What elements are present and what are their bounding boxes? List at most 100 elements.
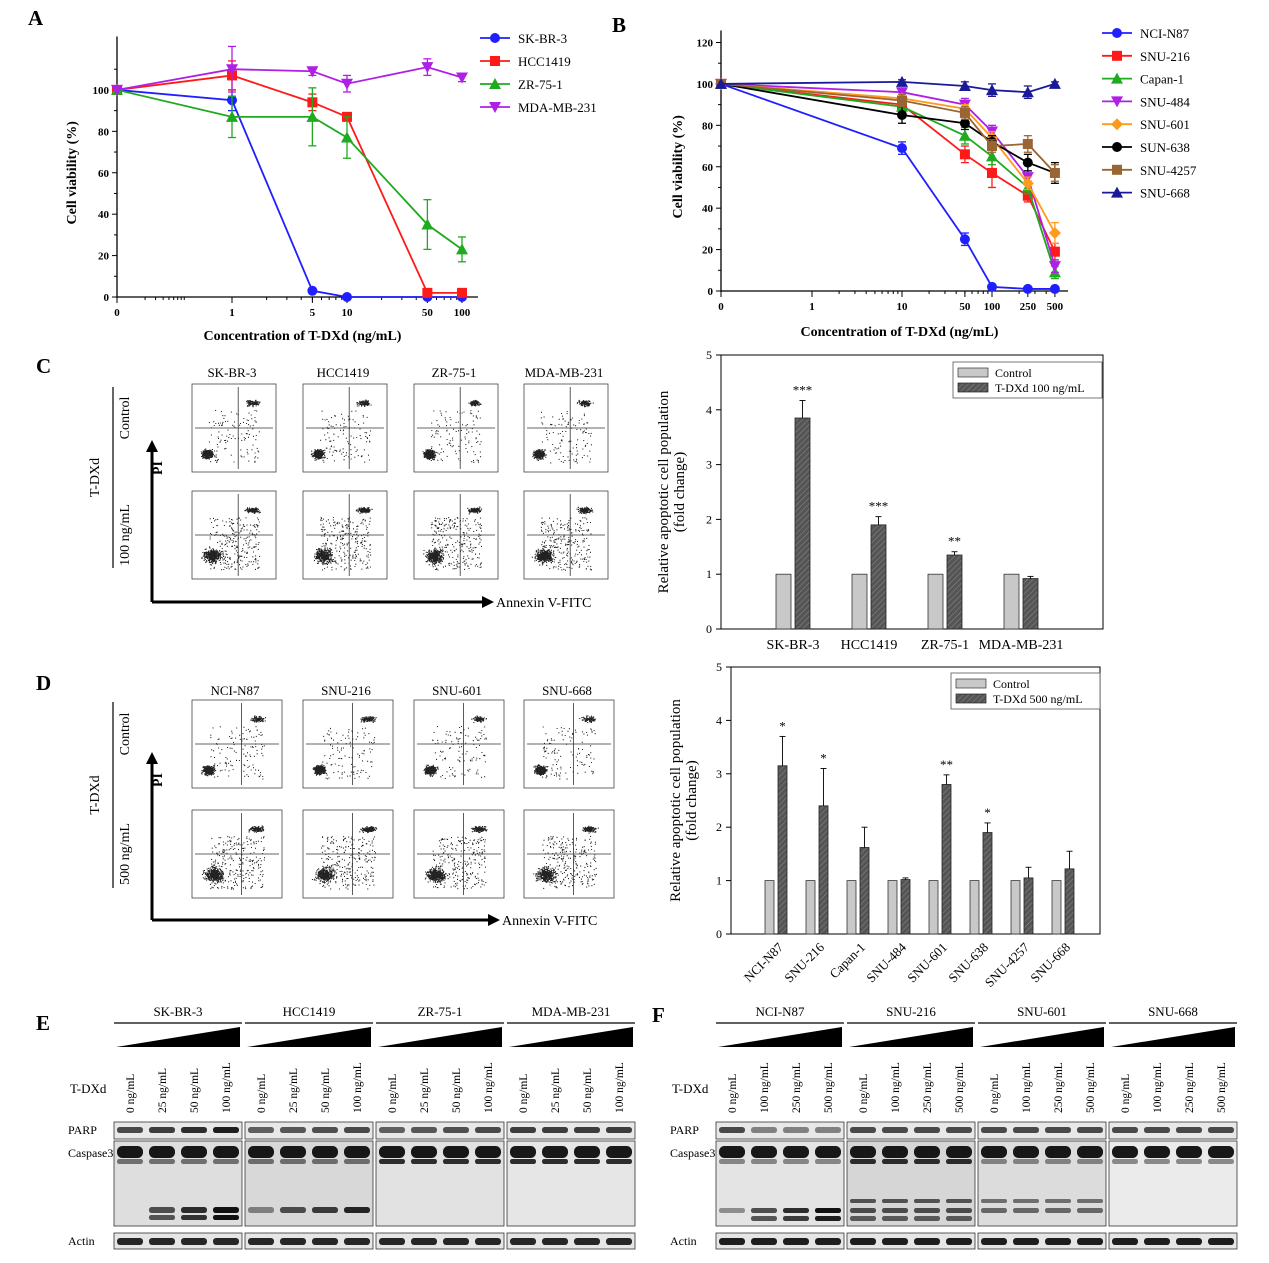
y-tick-label: 3 bbox=[706, 458, 712, 472]
blot-band bbox=[981, 1238, 1007, 1245]
panel-label-c: C bbox=[36, 354, 51, 378]
blot-band bbox=[1045, 1159, 1071, 1164]
flow-column-title: HCC1419 bbox=[317, 365, 370, 380]
data-point-ZR-75-1 bbox=[226, 110, 238, 122]
blot-strip-PARP bbox=[715, 1121, 845, 1140]
blot-band bbox=[946, 1159, 972, 1164]
blot-band bbox=[510, 1238, 536, 1245]
y-tick-label: 20 bbox=[702, 245, 714, 257]
treatment-label: T-DXd bbox=[672, 1081, 709, 1096]
data-point-SNU-216 bbox=[1049, 246, 1060, 257]
blot-cell-title: SNU-216 bbox=[886, 1004, 936, 1019]
y-tick-label: 5 bbox=[706, 348, 712, 362]
data-point-SNU-668 bbox=[1048, 77, 1061, 89]
blot-band bbox=[946, 1216, 972, 1221]
data-point-MDA-MB-231 bbox=[456, 72, 468, 84]
data-point-HCC1419 bbox=[457, 287, 467, 298]
x-tick-label: 1 bbox=[229, 307, 235, 319]
blot-band bbox=[882, 1208, 908, 1213]
bar-treated-HCC1419 bbox=[870, 524, 887, 630]
legend-marker bbox=[490, 56, 500, 66]
y-tick-label: 100 bbox=[697, 79, 714, 91]
data-point-ZR-75-1 bbox=[341, 131, 353, 143]
flow-column-title: SK-BR-3 bbox=[207, 365, 256, 380]
flow-dots bbox=[531, 506, 594, 571]
dose-label: 25 ng/mL bbox=[288, 1068, 300, 1113]
flow-column-title: MDA-MB-231 bbox=[525, 365, 604, 380]
blot-band bbox=[751, 1216, 777, 1221]
significance-mark: * bbox=[984, 805, 991, 820]
blot-band bbox=[914, 1238, 940, 1245]
row-label-control: Control bbox=[118, 397, 133, 440]
bar-control-Capan-1 bbox=[846, 880, 857, 935]
blot-band bbox=[411, 1159, 437, 1164]
blot-band bbox=[213, 1215, 239, 1220]
blot-band bbox=[981, 1208, 1007, 1213]
data-point-SUN-638 bbox=[897, 109, 907, 120]
blot-band bbox=[117, 1127, 143, 1133]
dose-label: 250 ng/mL bbox=[791, 1062, 803, 1113]
blot-band bbox=[783, 1208, 809, 1213]
blot-band bbox=[1112, 1127, 1138, 1133]
legend-label: SNU-601 bbox=[1140, 117, 1190, 132]
blot-band bbox=[946, 1127, 972, 1133]
flow-dots bbox=[201, 825, 265, 890]
blot-strip-Actin bbox=[113, 1232, 243, 1250]
data-point-ZR-75-1 bbox=[421, 218, 434, 230]
legend-label: Capan-1 bbox=[1140, 72, 1184, 87]
blot-band bbox=[1208, 1127, 1234, 1133]
y-tick-label: 100 bbox=[93, 85, 110, 97]
dose-label: 100 ng/mL bbox=[352, 1062, 364, 1113]
flow-column-title: SNU-668 bbox=[542, 683, 592, 698]
data-point-SNU-668 bbox=[958, 79, 971, 91]
data-point-SNU-216 bbox=[1022, 190, 1033, 201]
flow-column-title: ZR-75-1 bbox=[432, 365, 477, 380]
category-label: SNU-601 bbox=[904, 940, 950, 986]
x-axis-label: Concentration of T-DXd (ng/mL) bbox=[204, 329, 402, 344]
data-point-NCI-N87 bbox=[1022, 283, 1033, 294]
legend-label-control: Control bbox=[993, 677, 1030, 691]
series-line-SNU-601 bbox=[720, 83, 1056, 234]
bar-treated-MDA-MB-231 bbox=[1022, 578, 1039, 630]
flow-column-title: SNU-601 bbox=[432, 683, 482, 698]
row-label-control: Control bbox=[118, 713, 133, 756]
group-label: T-DXd bbox=[88, 775, 103, 814]
bar-control-SK-BR-3 bbox=[775, 573, 792, 630]
blot-band bbox=[606, 1159, 632, 1164]
y-axis-label: Cell viability (%) bbox=[65, 121, 80, 225]
dose-label: 0 ng/mL bbox=[518, 1074, 530, 1113]
dose-label: 100 ng/mL bbox=[1021, 1062, 1033, 1113]
x-tick-label: 500 bbox=[1047, 301, 1064, 313]
blot-band bbox=[850, 1238, 876, 1245]
blot-cell-title: ZR-75-1 bbox=[418, 1004, 463, 1019]
blot-band bbox=[248, 1238, 274, 1245]
series-line-Capan-1 bbox=[720, 83, 1056, 273]
flow-dots bbox=[200, 399, 261, 463]
blot-band bbox=[117, 1159, 143, 1164]
blot-band bbox=[1045, 1238, 1071, 1245]
y-axis-label: Cell viability (%) bbox=[671, 115, 686, 219]
bar-treated-SNU-484 bbox=[900, 879, 911, 935]
y-tick-label: 60 bbox=[98, 168, 110, 180]
significance-mark: *** bbox=[869, 499, 889, 514]
bar-treated-Capan-1 bbox=[859, 847, 870, 935]
y-axis-label: Relative apoptotic cell population bbox=[668, 699, 684, 902]
annexin-axis-label: Annexin V-FITC bbox=[496, 596, 591, 611]
western-blot-f: T-DXd PARP Caspase3 Actin NCI-N87 0 ng/mL 100 … bbox=[670, 1004, 1238, 1250]
blot-band bbox=[719, 1238, 745, 1245]
annexin-axis-label: Annexin V-FITC bbox=[502, 914, 597, 929]
blot-band bbox=[815, 1127, 841, 1133]
data-point-SNU-4257 bbox=[897, 95, 907, 106]
blot-strip-Actin bbox=[977, 1232, 1107, 1250]
x-tick-label: 1 bbox=[809, 301, 815, 313]
blot-band bbox=[751, 1146, 777, 1158]
blot-band bbox=[1144, 1238, 1170, 1245]
legend-marker bbox=[1111, 118, 1123, 131]
data-point-MDA-MB-231 bbox=[111, 84, 123, 96]
blot-band bbox=[149, 1207, 175, 1213]
blot-band bbox=[981, 1199, 1007, 1203]
dose-label: 100 ng/mL bbox=[1152, 1062, 1164, 1113]
blot-band bbox=[149, 1159, 175, 1164]
chart-b: 0 20 40 60 80 100 120 0 1 10 50 100 250 500 Concentrat… bbox=[671, 26, 1197, 340]
flow-dots bbox=[532, 399, 594, 464]
